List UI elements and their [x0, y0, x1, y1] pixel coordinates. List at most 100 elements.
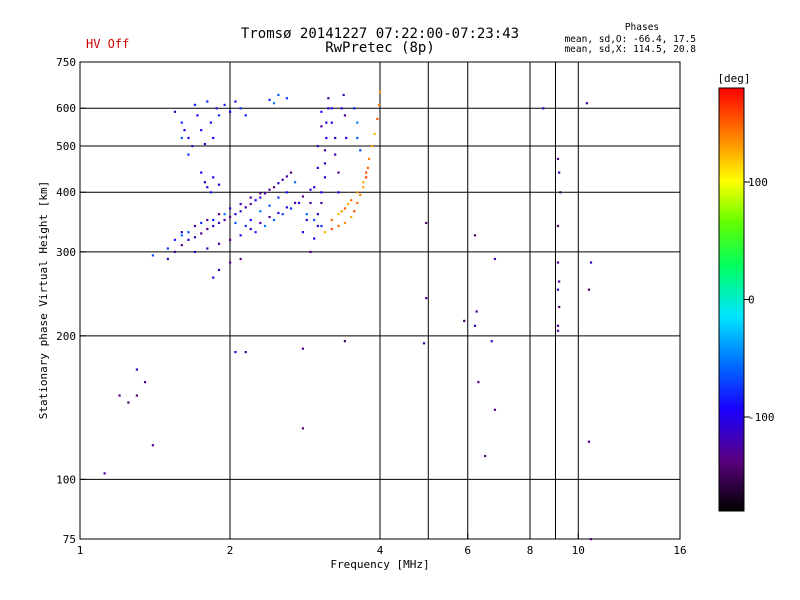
data-point — [365, 176, 368, 179]
data-point — [166, 247, 169, 250]
data-point — [285, 206, 288, 209]
data-point — [293, 201, 297, 205]
data-point — [323, 162, 327, 165]
data-point — [193, 236, 197, 239]
data-point — [330, 107, 333, 110]
data-point — [556, 324, 560, 327]
data-point — [556, 261, 560, 264]
data-point — [493, 257, 497, 261]
data-point — [217, 268, 221, 272]
data-point — [187, 153, 190, 156]
data-point — [206, 247, 209, 250]
data-point — [217, 114, 221, 117]
data-point — [359, 149, 362, 152]
data-point — [244, 206, 247, 209]
y-tick-label: 300 — [56, 246, 76, 259]
data-point — [463, 319, 466, 323]
data-point — [263, 192, 267, 195]
data-point — [180, 136, 183, 140]
data-point — [422, 342, 426, 345]
colorbar-tick-label: 0 — [748, 294, 755, 307]
data-point — [301, 427, 305, 430]
data-point — [151, 444, 155, 447]
data-point — [373, 132, 376, 136]
data-point — [327, 97, 330, 100]
y-tick-label: 600 — [56, 102, 76, 115]
data-point — [350, 199, 353, 202]
chart-title: Tromsø 20141227 07:22:00-07:23:43 — [241, 26, 519, 42]
data-point — [345, 136, 348, 140]
data-point — [425, 221, 428, 225]
data-point — [379, 90, 382, 93]
data-point — [342, 93, 345, 97]
data-point — [316, 166, 319, 170]
data-point — [425, 297, 428, 300]
data-point — [350, 215, 353, 219]
data-point — [337, 224, 340, 228]
y-tick-label: 500 — [56, 140, 76, 153]
data-point — [346, 202, 350, 206]
data-point — [223, 103, 226, 107]
data-point — [249, 218, 252, 222]
data-point — [320, 201, 323, 205]
data-point — [180, 244, 183, 247]
data-point — [376, 117, 379, 121]
data-point — [370, 144, 373, 148]
x-tick-label: 8 — [527, 544, 534, 557]
data-point — [277, 196, 280, 199]
x-tick-label: 4 — [377, 544, 384, 557]
data-point — [356, 191, 359, 194]
data-point — [293, 181, 297, 184]
data-point — [334, 136, 337, 140]
data-point — [320, 125, 323, 128]
data-point — [206, 186, 209, 189]
phases-o-stats: mean, sd,O: -66.4, 17.5 — [564, 34, 696, 45]
data-point — [281, 178, 284, 181]
data-point — [556, 288, 560, 291]
data-point — [340, 107, 343, 110]
data-point — [229, 215, 232, 219]
data-point — [234, 350, 237, 354]
data-point — [203, 181, 206, 184]
data-point — [259, 210, 262, 213]
data-point — [200, 232, 203, 235]
data-point — [493, 408, 497, 411]
data-point — [320, 110, 323, 113]
data-point — [285, 97, 288, 100]
data-point — [127, 401, 130, 404]
data-point — [289, 171, 293, 174]
data-point — [244, 114, 247, 117]
data-point — [200, 221, 203, 225]
data-point — [367, 157, 371, 161]
colorbar-ticks: 100 0 -100 — [744, 176, 775, 424]
data-point — [309, 188, 312, 191]
phases-heading: Phases — [625, 22, 659, 33]
data-point — [277, 182, 280, 185]
data-point — [585, 102, 588, 105]
data-point — [244, 350, 247, 354]
data-point — [589, 538, 593, 541]
data-point — [337, 171, 340, 174]
data-point — [206, 227, 209, 231]
phases-x-stats: mean, sd,X: 114.5, 20.8 — [564, 44, 696, 55]
data-point — [166, 257, 169, 261]
data-point — [239, 234, 242, 237]
data-point — [323, 149, 327, 152]
data-point — [229, 207, 232, 210]
data-point — [187, 136, 190, 140]
data-point — [229, 261, 232, 264]
x-axis-label: Frequency [MHz] — [330, 558, 429, 571]
colorbar-tick-label: -100 — [748, 411, 775, 424]
data-point — [337, 213, 340, 216]
data-point — [193, 250, 197, 254]
data-point — [365, 171, 368, 174]
data-point — [173, 238, 177, 241]
data-point — [323, 231, 327, 234]
data-point — [206, 100, 209, 103]
data-point — [259, 196, 262, 199]
data-point — [337, 191, 340, 194]
data-point — [377, 103, 381, 107]
data-point — [234, 100, 237, 103]
y-tick-label: 100 — [56, 473, 76, 486]
data-point — [473, 324, 477, 327]
